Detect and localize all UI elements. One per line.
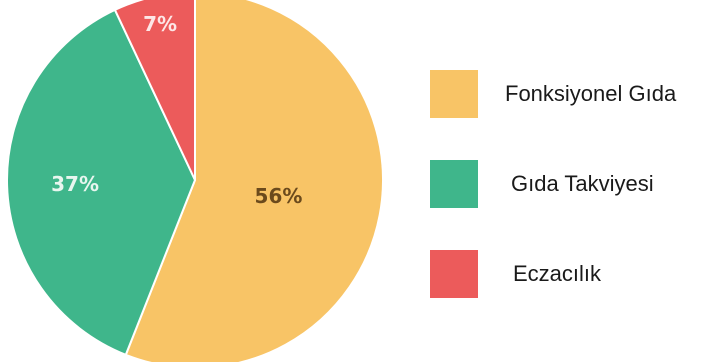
legend-item-eczacilik: Eczacılık — [430, 250, 695, 298]
legend-swatch — [430, 250, 478, 298]
legend-item-fonksiyonel-gida: Fonksiyonel Gıda — [430, 70, 695, 118]
pie-labels: 56% 37% 7% — [51, 12, 302, 208]
chart-legend: Fonksiyonel Gıda Gıda Takviyesi Eczacılı… — [430, 70, 695, 298]
legend-label: Gıda Takviyesi — [511, 171, 654, 196]
legend-label: Fonksiyonel Gıda — [505, 81, 677, 106]
slice-data-label: 7% — [143, 12, 177, 36]
pie-chart: 56% 37% 7% — [6, 0, 384, 362]
legend-item-gida-takviyesi: Gıda Takviyesi — [430, 160, 695, 208]
pie-slice — [124, 0, 384, 362]
slice-data-label: 56% — [255, 184, 303, 208]
legend-swatch — [430, 70, 478, 118]
legend-swatch — [430, 160, 478, 208]
pie-slices — [6, 0, 384, 362]
slice-data-label: 37% — [51, 172, 99, 196]
pie-slice — [113, 0, 196, 181]
legend-label: Eczacılık — [513, 261, 602, 286]
pie-slice — [6, 8, 197, 357]
